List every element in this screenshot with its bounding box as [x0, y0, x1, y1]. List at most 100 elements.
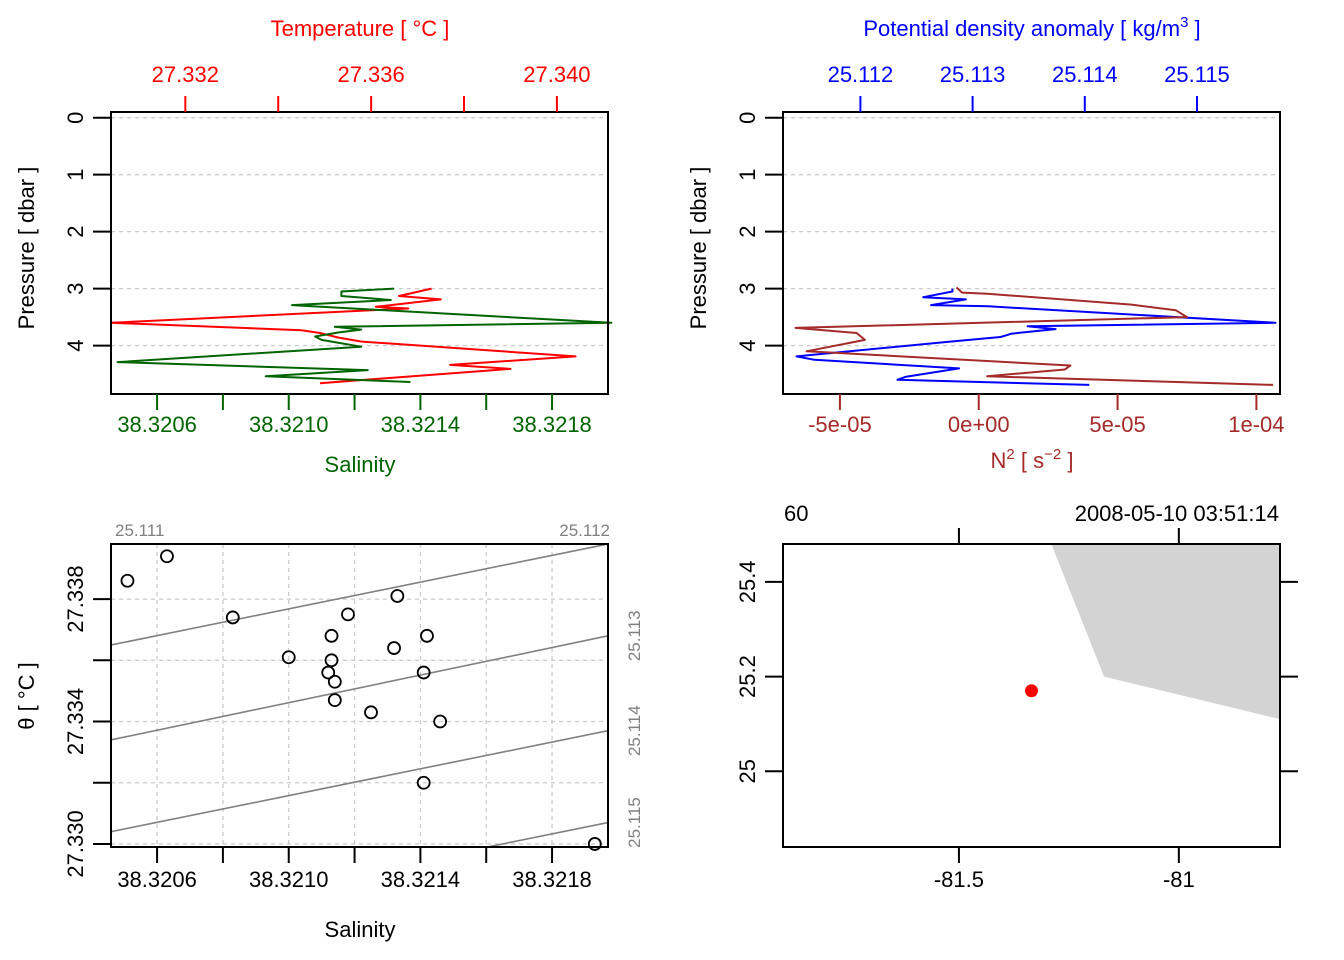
top-tick-label: 27.336	[337, 62, 404, 87]
y-tick-label: 4	[63, 339, 88, 351]
bottom-tick-label: 38.3214	[381, 412, 461, 437]
scatter-points	[120, 549, 602, 851]
left-axis-title: Pressure [ dbar ]	[686, 167, 711, 330]
axes: -81.5 -81 25 25.2 25.4	[735, 528, 1298, 892]
y-tick-label: 25.2	[735, 655, 760, 698]
data-point	[327, 674, 342, 689]
y-tick-label: 27.330	[63, 810, 88, 877]
plot-frame	[782, 111, 1281, 395]
data-point	[324, 628, 339, 643]
isopycnal-line	[483, 821, 608, 847]
bottom-axis-title: N2 [ s−2 ]	[991, 446, 1074, 473]
station-map-panel: -81.5 -81 25 25.2 25.4 60 2008-05-10 03:51:1…	[735, 501, 1298, 892]
y-tick-label: 2	[735, 226, 760, 238]
x-tick-label: 38.3210	[249, 867, 329, 892]
bottom-tick-label: 5e-05	[1089, 412, 1145, 437]
y-tick-label: 4	[735, 339, 760, 351]
bottom-tick-label: 38.3210	[249, 412, 329, 437]
data-point	[321, 665, 336, 680]
isopycnal-label: 25.111	[115, 521, 164, 540]
top-tick-label: 25.112	[828, 62, 894, 87]
data-point	[390, 589, 405, 603]
y-tick-label: 2	[63, 226, 88, 238]
data-point	[420, 628, 434, 643]
station-time-label: 2008-05-10 03:51:14	[1075, 501, 1279, 526]
data-point	[225, 610, 240, 625]
bottom-tick-label: -5e-05	[808, 412, 872, 437]
data-point	[160, 549, 174, 564]
data-point	[416, 775, 431, 790]
isopycnal-label: 25.112	[559, 521, 610, 540]
isopycnal-label: 25.113	[625, 610, 644, 661]
isopycnal-lines	[111, 544, 608, 847]
series-line-salinity	[116, 287, 613, 383]
grid	[111, 544, 608, 847]
bottom-axis-title: Salinity	[325, 452, 396, 477]
y-tick-label: 27.334	[63, 688, 88, 755]
data-point	[587, 837, 602, 851]
station-dot	[1025, 684, 1038, 698]
y-tick-label: 27.338	[63, 565, 88, 632]
x-axis-title: Salinity	[325, 917, 396, 942]
series-line-temperature	[110, 287, 577, 385]
data-point	[120, 573, 135, 588]
profile-lines	[794, 286, 1277, 386]
top-axis-title: Potential density anomaly [ kg/m3 ]	[863, 14, 1200, 41]
grid	[783, 117, 1280, 347]
ts-diagram-panel: 38.3206 38.3210 38.3214 38.3218 27.330 27.334…	[14, 521, 644, 942]
y-tick-label: 3	[63, 282, 88, 294]
data-point	[281, 650, 296, 665]
series-line-n2	[794, 286, 1274, 386]
y-tick-label: 0	[63, 112, 88, 124]
data-point	[327, 693, 342, 707]
y-tick-label: 1	[735, 169, 760, 181]
y-axis-title: θ [ °C ]	[14, 662, 39, 729]
x-tick-label: -81.5	[934, 867, 984, 892]
data-point	[387, 641, 401, 655]
bottom-tick-label: 38.3206	[117, 412, 197, 437]
data-point	[416, 665, 431, 680]
bottom-tick-label: 38.3218	[512, 412, 592, 437]
x-tick-label: 38.3206	[117, 867, 197, 892]
series-line-potential-density-anomaly	[795, 288, 1277, 386]
y-tick-label: 25	[735, 759, 760, 783]
x-tick-label: 38.3214	[381, 867, 461, 892]
density-n2-profile-panel: 0 1 2 3 4 25.112 25.113 25.114 25.115 -5e-05 0e+00…	[686, 14, 1285, 473]
data-point	[341, 607, 355, 622]
y-tick-label: 3	[735, 282, 760, 294]
station-index-label: 60	[784, 501, 808, 526]
isopycnal-line	[111, 729, 608, 833]
isopycnal-label: 25.115	[625, 797, 644, 848]
plot-frame	[110, 543, 609, 848]
profile-lines	[110, 287, 613, 385]
x-tick-label: -81	[1163, 867, 1195, 892]
land	[1051, 544, 1280, 720]
y-tick-label: 1	[63, 169, 88, 181]
data-point	[433, 714, 448, 729]
plot-frame	[110, 111, 609, 395]
ts-profile-panel: 0 1 2 3 4 27.332 27.336 27.340 38.3206 38.3210 38.…	[14, 16, 613, 477]
station-marker	[1025, 684, 1038, 698]
axes: 0 1 2 3 4 27.332 27.336 27.340 38.3206 38.3210 38.…	[63, 62, 592, 437]
data-point	[364, 705, 378, 720]
top-axis-title: Temperature [ °C ]	[271, 16, 450, 41]
x-tick-label: 38.3218	[512, 867, 592, 892]
top-tick-label: 25.113	[940, 62, 1006, 87]
axes: 38.3206 38.3210 38.3214 38.3218 27.330 27.334…	[63, 521, 644, 892]
left-axis-title: Pressure [ dbar ]	[14, 167, 39, 330]
bottom-tick-label: 1e-04	[1228, 412, 1284, 437]
isopycnal-line	[111, 544, 608, 646]
data-point	[324, 653, 339, 668]
axes: 0 1 2 3 4 25.112 25.113 25.114 25.115 -5e-05 0e+00…	[735, 62, 1285, 437]
top-tick-label: 25.114	[1052, 62, 1118, 87]
isopycnal-line	[111, 635, 608, 741]
top-tick-label: 27.340	[523, 62, 590, 87]
top-tick-label: 25.115	[1164, 62, 1230, 87]
plot-frame	[782, 543, 1281, 848]
top-tick-label: 27.332	[152, 62, 219, 87]
bottom-tick-label: 0e+00	[948, 412, 1010, 437]
isopycnal-label: 25.114	[625, 705, 644, 756]
y-tick-label: 0	[735, 112, 760, 124]
y-tick-label: 25.4	[735, 560, 760, 603]
